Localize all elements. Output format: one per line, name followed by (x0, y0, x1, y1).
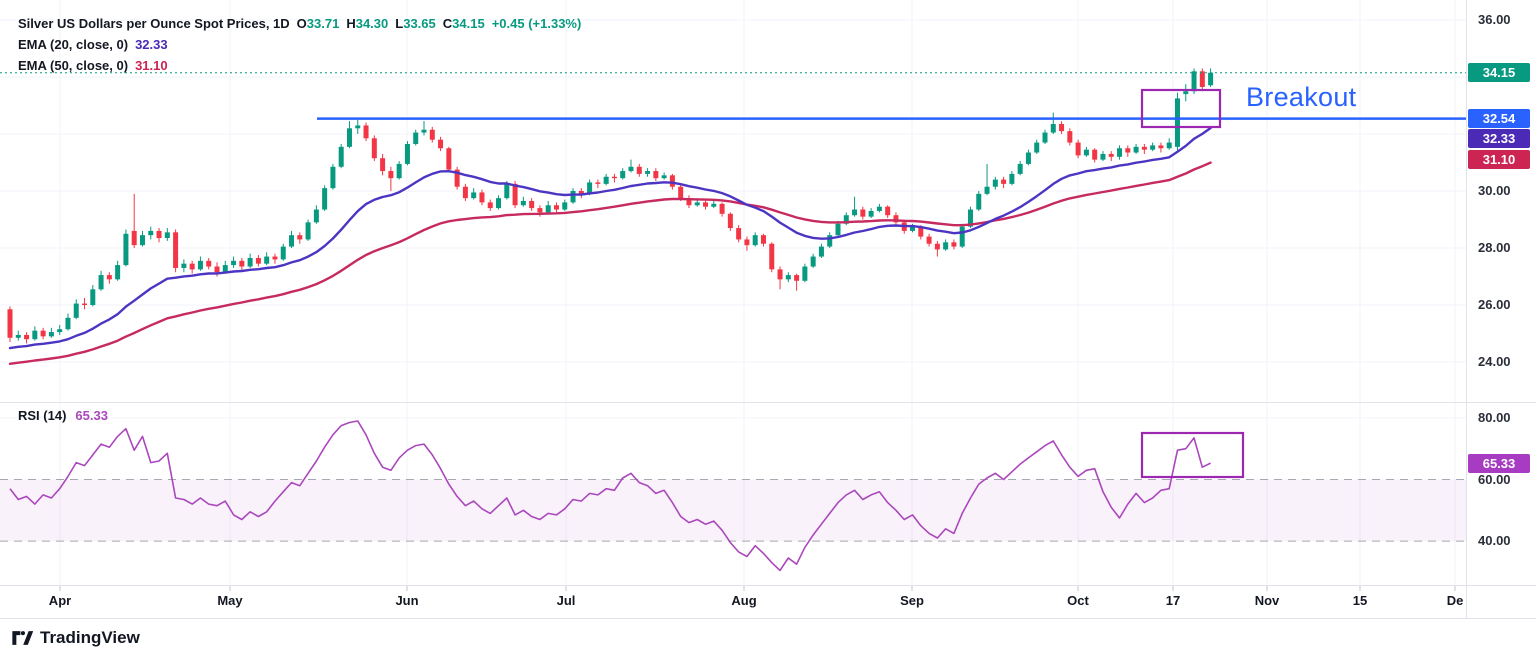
rsi-tick-60.00: 60.00 (1478, 471, 1511, 487)
price-badge-32.33: 32.33 (1468, 129, 1530, 149)
price-badge-34.15: 34.15 (1468, 63, 1530, 83)
rsi-line (9, 420, 1211, 572)
ohlc-open-value: 33.71 (306, 16, 340, 31)
ema50-line (8, 161, 1212, 365)
price-badge-31.10: 31.10 (1468, 150, 1530, 170)
time-label-Jul: Jul (556, 593, 576, 608)
price-axis[interactable]: 36.00 30.00 28.00 26.00 24.00 34.15 32.54 32.33… (1466, 0, 1536, 618)
rsi-label: RSI (14) (18, 408, 67, 423)
time-label-De: De (1446, 593, 1464, 608)
time-label-Aug: Aug (731, 593, 757, 608)
ema50-legend-row[interactable]: EMA (50, close, 0) 31.10 (18, 55, 581, 76)
price-tick-24.00: 24.00 (1478, 354, 1511, 369)
time-label-Jun: Jun (395, 593, 419, 608)
ohlc-low-value: 33.65 (403, 16, 436, 31)
rsi-value: 65.33 (75, 408, 108, 423)
ema50-label: EMA (50, close, 0) (18, 58, 129, 73)
rsi-tick-80.00: 80.00 (1478, 409, 1511, 425)
rsi-band (0, 479, 1466, 542)
breakout-annotation-text[interactable]: Breakout (1246, 82, 1357, 112)
time-label-Oct: Oct (1067, 593, 1089, 608)
price-tick-28.00: 28.00 (1478, 240, 1511, 255)
tradingview-attribution[interactable]: TradingView (10, 628, 140, 648)
time-label-Sep: Sep (900, 593, 924, 608)
price-badge-32.54: 32.54 (1468, 109, 1530, 129)
ohlc-high-value: 34.30 (355, 16, 389, 31)
rsi-pane-legend[interactable]: RSI (14) 65.33 (18, 408, 108, 423)
symbol-legend-row[interactable]: Silver US Dollars per Ounce Spot Prices,… (18, 13, 581, 34)
candles (7, 68, 1214, 344)
time-label-May: May (217, 593, 243, 608)
ohlc-close-label: C (442, 16, 453, 31)
ohlc-high-label: H (346, 16, 356, 31)
symbol-title: Silver US Dollars per Ounce Spot Prices,… (18, 16, 290, 31)
price-tick-30.00: 30.00 (1478, 183, 1511, 198)
ohlc-low-label: L (395, 16, 404, 31)
time-label-Nov: Nov (1254, 593, 1280, 608)
ema50-value: 31.10 (135, 58, 168, 73)
rsi-tick-40.00: 40.00 (1478, 533, 1511, 549)
time-axis[interactable]: Apr May Jun Jul Aug Sep Oct 17 Nov 15 De (0, 585, 1466, 618)
ema20-legend-row[interactable]: EMA (20, close, 0) 32.33 (18, 34, 581, 55)
gridlines (0, 0, 1466, 591)
tradingview-brand-text: TradingView (40, 628, 140, 647)
time-label-17: 17 (1165, 593, 1181, 608)
ohlc-open-label: O (296, 16, 307, 31)
rsi-breakout-rectangle[interactable] (1140, 431, 1245, 479)
ema20-value: 32.33 (135, 37, 168, 52)
time-label-Apr: Apr (48, 593, 72, 608)
price-tick-36.00: 36.00 (1478, 12, 1511, 27)
price-tick-26.00: 26.00 (1478, 297, 1511, 312)
ohlc-close-value: 34.15 (452, 16, 485, 31)
tradingview-logo-icon (10, 630, 33, 646)
ema20-line (8, 126, 1212, 350)
ema20-label: EMA (20, close, 0) (18, 37, 129, 52)
rsi-badge-65.33: 65.33 (1468, 453, 1530, 473)
price-pane-legend: Silver US Dollars per Ounce Spot Prices,… (18, 13, 581, 76)
time-label-15: 15 (1352, 593, 1368, 608)
change-value: +0.45 (+1.33%) (491, 16, 582, 31)
price-breakout-rectangle[interactable] (1140, 88, 1222, 129)
